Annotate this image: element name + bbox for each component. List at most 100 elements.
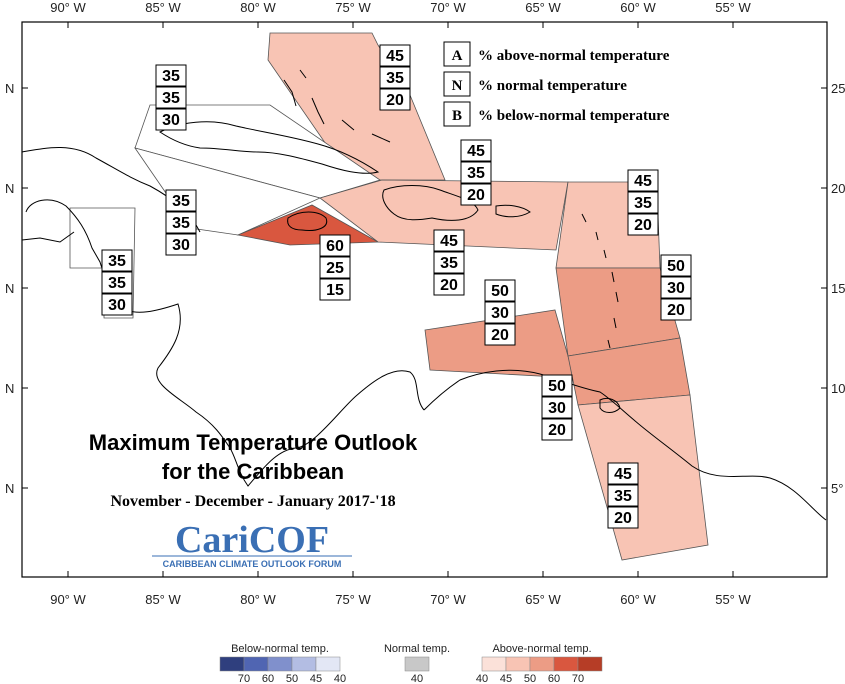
- tick-marks: [22, 22, 827, 577]
- prob-cell: [379, 44, 411, 67]
- legend-swatch: [577, 656, 603, 672]
- prob-value: 35: [108, 253, 126, 270]
- prob-cell: [660, 276, 692, 299]
- prob-value: 30: [491, 305, 509, 322]
- coastline-cuba: [159, 121, 380, 174]
- lon-label: 75° W: [335, 0, 371, 15]
- prob-value: 45: [440, 233, 458, 250]
- prob-value: 35: [614, 488, 632, 505]
- prob-value: 45: [386, 48, 404, 65]
- legend-tick: 45: [500, 673, 512, 684]
- legend-tick: 60: [548, 673, 560, 684]
- title-line-1: Maximum Temperature Outlook: [89, 430, 418, 455]
- coastline-mexico: [21, 231, 75, 243]
- key-letter: N: [452, 78, 463, 94]
- lon-label: 80° W: [240, 0, 276, 15]
- color-legend: Below-normal temp. 70 60 50 45 40 Normal temp.…: [219, 643, 603, 684]
- lat-label: 10° N: [831, 381, 845, 396]
- lon-label: 90° W: [50, 592, 86, 607]
- coastline-trinidad: [599, 397, 621, 413]
- legend-swatch: [529, 656, 555, 672]
- legend-swatch: [243, 656, 269, 672]
- lat-label: 25° N: [831, 81, 845, 96]
- prob-cell: [379, 66, 411, 89]
- lat-label: N: [5, 81, 14, 96]
- prob-box-leeward-islands: 45 35 20: [627, 169, 659, 236]
- prob-box-turks-caicos: 45 35 20: [460, 139, 492, 206]
- prob-cell: [155, 108, 187, 131]
- key-box: [443, 71, 471, 97]
- prob-value: 35: [162, 90, 180, 107]
- prob-value: 35: [172, 215, 190, 232]
- title-line-2: for the Caribbean: [162, 459, 344, 484]
- prob-box-belize: 35 35 30: [101, 249, 133, 316]
- coastline-jamaica: [287, 211, 328, 231]
- prob-cell: [165, 189, 197, 212]
- prob-value: 60: [326, 238, 344, 255]
- prob-value: 20: [614, 510, 632, 527]
- prob-cell: [660, 254, 692, 277]
- lat-labels-left: N N N N N: [5, 81, 14, 496]
- lon-label: 55° W: [715, 0, 751, 15]
- prob-cell: [541, 374, 573, 397]
- prob-value: 50: [548, 378, 566, 395]
- prob-cell: [165, 211, 197, 234]
- key-box: [443, 41, 471, 67]
- prob-cell: [433, 229, 465, 252]
- legend-swatch: [505, 656, 531, 672]
- coastline-central-america: [117, 303, 425, 487]
- prob-cell: [433, 273, 465, 296]
- prob-cell: [460, 139, 492, 162]
- key-text: % above-normal temperature: [478, 48, 670, 64]
- prob-value: 20: [467, 187, 485, 204]
- prob-cell: [627, 213, 659, 236]
- prob-cell: [541, 418, 573, 441]
- legend-tick: 50: [524, 673, 536, 684]
- probability-boxes: 45 35 20 35 35 30 60 25 15 45 35 20 45 35 20 45 35 20 50 30…: [101, 44, 692, 529]
- lat-label: 15° N: [831, 281, 845, 296]
- logo-sub: CARIBBEAN CLIMATE OUTLOOK FORUM: [163, 559, 342, 569]
- prob-value: 45: [634, 173, 652, 190]
- prob-value: 35: [172, 193, 190, 210]
- prob-value: 35: [162, 68, 180, 85]
- prob-box-cayman: 35 35 30: [165, 189, 197, 256]
- prob-value: 20: [386, 92, 404, 109]
- prob-cell: [660, 298, 692, 321]
- key-box: [443, 101, 471, 127]
- prob-value: 25: [326, 260, 344, 277]
- lon-labels-top: 90° W 85° W 80° W 75° W 70° W 65° W 60° …: [50, 0, 751, 15]
- prob-box-abc-islands: 50 30 20: [484, 279, 516, 346]
- prob-box-windward-islands: 50 30 20: [660, 254, 692, 321]
- prob-value: 50: [667, 258, 685, 275]
- prob-cell: [379, 88, 411, 111]
- prob-value: 30: [172, 237, 190, 254]
- lat-label: N: [5, 481, 14, 496]
- legend-swatch: [315, 656, 341, 672]
- lat-label: N: [5, 381, 14, 396]
- prob-value: 35: [467, 165, 485, 182]
- prob-cell: [460, 161, 492, 184]
- prob-value: 45: [614, 466, 632, 483]
- legend-tick: 40: [411, 673, 423, 684]
- prob-value: 20: [491, 327, 509, 344]
- prob-box-trinidad-tobago: 50 30 20: [541, 374, 573, 441]
- coastline-puerto-rico: [495, 204, 531, 218]
- prob-value: 35: [440, 255, 458, 272]
- logo-main: CariCOF: [175, 519, 329, 561]
- prob-value: 50: [491, 283, 509, 300]
- prob-box-bahamas: 45 35 20: [379, 44, 411, 111]
- probability-key: A N B % above-normal temperature % norma…: [443, 41, 670, 127]
- prob-cell: [607, 506, 639, 529]
- prob-cell: [101, 271, 133, 294]
- key-text: % normal temperature: [478, 78, 627, 94]
- coastlines: [21, 69, 827, 521]
- prob-cell: [101, 293, 133, 316]
- prob-cell: [484, 323, 516, 346]
- key-letter: B: [452, 108, 462, 124]
- title-period: November - December - January 2017-'18: [110, 493, 395, 510]
- legend-tick: 70: [238, 673, 250, 684]
- lon-label: 70° W: [430, 592, 466, 607]
- prob-cell: [319, 234, 351, 257]
- prob-cell: [484, 279, 516, 302]
- legend-tick: 60: [262, 673, 274, 684]
